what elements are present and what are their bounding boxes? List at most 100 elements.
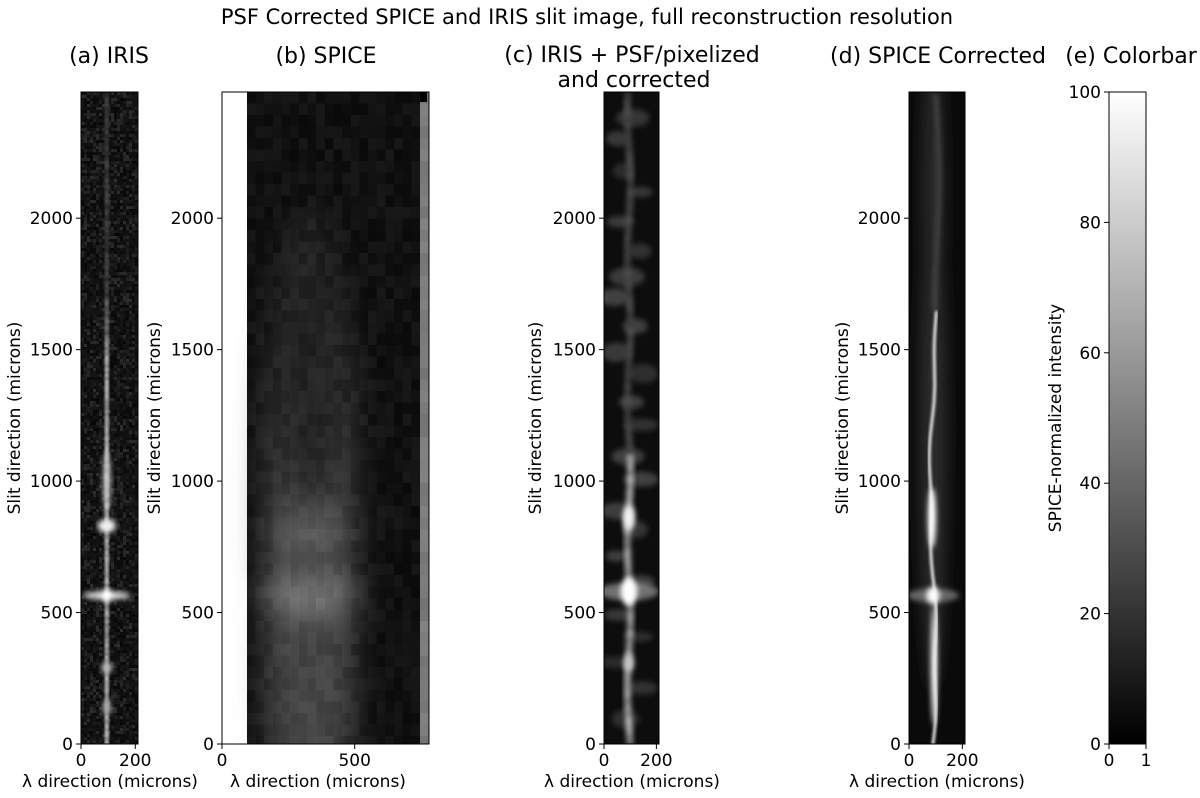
noise-cell: [132, 323, 135, 326]
noise-cell: [108, 632, 111, 635]
noise-cell: [93, 632, 96, 635]
pixel-cell: [255, 253, 265, 265]
noise-cell: [93, 305, 96, 308]
noise-cell: [135, 359, 138, 362]
noise-cell: [84, 638, 87, 641]
noise-cell: [102, 167, 105, 170]
noise-cell: [84, 377, 87, 380]
pixel-cell: [264, 241, 273, 253]
noise-cell: [132, 488, 135, 491]
noise-cell: [129, 590, 132, 593]
noise-cell: [81, 128, 84, 131]
noise-cell: [120, 650, 123, 653]
noise-cell: [99, 650, 102, 653]
noise-cell: [120, 104, 123, 107]
line-segment: [104, 293, 109, 296]
noise-cell: [135, 380, 138, 383]
noise-cell: [126, 374, 129, 377]
pixel-cell: [420, 402, 429, 414]
noise-cell: [90, 107, 93, 110]
noise-cell: [81, 152, 84, 155]
noise-cell: [81, 512, 84, 515]
noise-cell: [111, 206, 114, 209]
noise-cell: [132, 392, 135, 395]
noise-cell: [87, 716, 90, 719]
noise-cell: [87, 494, 90, 497]
noise-cell: [117, 260, 120, 263]
noise-cell: [123, 191, 126, 194]
noise-cell: [126, 224, 129, 227]
panel-a-image: [81, 92, 138, 744]
pixel-cell: [333, 333, 343, 345]
line-segment: [104, 605, 109, 608]
noise-cell: [117, 290, 120, 293]
noise-cell: [99, 494, 102, 497]
pixel-cell: [264, 310, 273, 322]
pixel-cell: [255, 92, 265, 104]
noise-cell: [93, 608, 96, 611]
noise-cell: [93, 662, 96, 665]
noise-cell: [99, 113, 102, 116]
noise-cell: [120, 329, 123, 332]
noise-cell: [123, 497, 126, 500]
noise-cell: [123, 134, 126, 137]
noise-cell: [132, 188, 135, 191]
noise-cell: [123, 341, 126, 344]
pixel-cell: [255, 172, 265, 184]
noise-cell: [126, 350, 129, 353]
noise-cell: [93, 272, 96, 275]
noise-cell: [96, 734, 99, 737]
noise-cell: [129, 197, 132, 200]
noise-cell: [129, 392, 132, 395]
noise-cell: [99, 491, 102, 494]
pixel-cell: [342, 115, 351, 127]
noise-cell: [87, 149, 90, 152]
noise-cell: [96, 122, 99, 125]
noise-cell: [114, 221, 117, 224]
noise-cell: [129, 398, 132, 401]
noise-cell: [93, 116, 96, 119]
noise-cell: [111, 539, 114, 542]
noise-cell: [93, 605, 96, 608]
noise-cell: [96, 95, 99, 98]
noise-cell: [96, 602, 99, 605]
noise-cell: [84, 254, 87, 257]
noise-cell: [93, 206, 96, 209]
pixel-cell: [281, 138, 291, 150]
noise-cell: [126, 719, 129, 722]
noise-cell: [81, 554, 84, 557]
noise-cell: [99, 569, 102, 572]
noise-cell: [135, 671, 138, 674]
noise-cell: [102, 269, 105, 272]
noise-cell: [87, 725, 90, 728]
noise-cell: [111, 719, 114, 722]
noise-cell: [114, 401, 117, 404]
noise-cell: [87, 422, 90, 425]
noise-cell: [84, 677, 87, 680]
noise-cell: [93, 347, 96, 350]
noise-cell: [123, 569, 126, 572]
pixel-cell: [411, 276, 420, 288]
noise-cell: [84, 368, 87, 371]
noise-cell: [87, 626, 90, 629]
noise-cell: [123, 350, 126, 353]
noise-cell: [129, 374, 132, 377]
pixel-cell: [264, 414, 273, 426]
noise-cell: [81, 692, 84, 695]
noise-cell: [120, 623, 123, 626]
noise-cell: [132, 140, 135, 143]
line-segment: [104, 566, 109, 569]
noise-cell: [123, 278, 126, 281]
noise-cell: [90, 299, 93, 302]
noise-cell: [93, 431, 96, 434]
noise-cell: [93, 488, 96, 491]
noise-cell: [87, 233, 90, 236]
noise-cell: [84, 551, 87, 554]
noise-cell: [93, 332, 96, 335]
noise-cell: [111, 194, 114, 197]
noise-cell: [84, 134, 87, 137]
noise-cell: [87, 398, 90, 401]
noise-cell: [99, 713, 102, 716]
noise-cell: [93, 215, 96, 218]
noise-cell: [126, 665, 129, 668]
